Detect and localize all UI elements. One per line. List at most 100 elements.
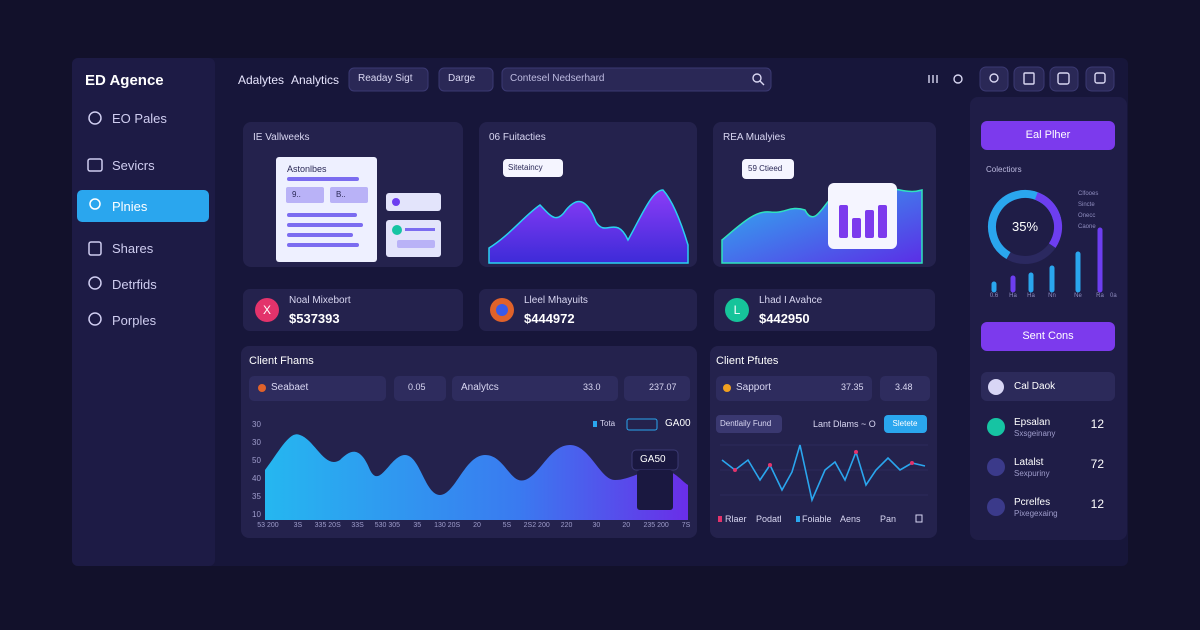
y-axis-label: 50	[252, 456, 261, 465]
dropdown[interactable]: Readay Sigt	[358, 73, 413, 84]
stat-icon-label: X	[262, 303, 272, 317]
donut-legend: Caone	[1078, 224, 1096, 230]
x-axis-label: 53 200	[257, 522, 279, 529]
dropdown[interactable]: Darge	[448, 73, 476, 84]
y-axis-label: 35	[252, 492, 261, 501]
tooltip-bg	[503, 159, 563, 177]
legend-label: Rlaer	[725, 514, 747, 524]
doc-chip-icon	[392, 198, 400, 206]
secondary-button-bg	[981, 322, 1115, 351]
list-title: Pcrelfes	[1014, 497, 1051, 508]
top-tab[interactable]: Analytics	[291, 73, 340, 87]
donut-legend: Clfooes	[1078, 191, 1099, 197]
stat-value: $537393	[289, 311, 340, 326]
x-axis-label: 220	[560, 522, 573, 529]
nav-active	[77, 190, 209, 222]
y-axis-label: 30	[252, 438, 261, 447]
card-title: REA Mualyies	[723, 132, 786, 143]
tab[interactable]: Dentlaily Fund	[720, 419, 772, 428]
button[interactable]: Sent Cons	[1022, 330, 1074, 342]
chart-title: Client Pfutes	[716, 355, 779, 367]
right-panel	[970, 97, 1127, 540]
legend-label: Tota	[600, 419, 616, 428]
filter[interactable]: Seabaet	[271, 382, 309, 393]
x-axis-label: 30	[592, 522, 601, 529]
legend-label: Foiable	[802, 514, 832, 524]
donut-legend: Sincte	[1078, 202, 1095, 208]
topbar-controls	[348, 66, 1115, 92]
tooltip: 59 Ctieed	[748, 164, 783, 173]
call-item-bg	[981, 372, 1115, 401]
legend-box	[626, 418, 658, 431]
button[interactable]: Sletete	[892, 419, 918, 428]
doc-lines	[286, 177, 368, 247]
x-axis-label: 7S	[681, 522, 691, 529]
filter[interactable]: 37.35	[841, 382, 864, 392]
legend-label: Podatl	[756, 514, 782, 524]
list-title: Latalst	[1014, 457, 1044, 468]
card-title: IE Vallweeks	[253, 132, 310, 143]
nav-item[interactable]: Plnies	[112, 199, 148, 214]
bar-label: Ha	[1027, 293, 1035, 299]
nav-item[interactable]: Sevicrs	[112, 158, 155, 173]
filter[interactable]: Sapport	[736, 382, 772, 393]
list-item[interactable]: Cal Daok	[1014, 381, 1056, 392]
stat-label: Noal Mixebort	[289, 295, 351, 306]
button[interactable]: Eal Plher	[1025, 129, 1071, 141]
line-dots	[733, 450, 914, 472]
search-input[interactable]: Contesel Nedserhard	[510, 73, 605, 84]
line-illustration	[721, 444, 926, 503]
bar-label: 0a	[1110, 293, 1117, 299]
list-value: 72	[1090, 457, 1104, 471]
top-tab[interactable]: Adalytes	[238, 73, 285, 87]
x-axis-label: 20	[473, 522, 481, 529]
tooltip: Sitetaincy	[508, 163, 543, 172]
topbar-icons	[752, 72, 1106, 86]
legend-label: GA00	[665, 418, 691, 429]
doc-chip-label: 9..	[292, 190, 301, 199]
list-subtitle: Sxsgeinany	[1014, 429, 1056, 438]
filter[interactable]: Analytcs	[461, 382, 499, 393]
bar-icon	[839, 205, 887, 238]
nav-item[interactable]: Porples	[112, 313, 157, 328]
x-axis-label: 3S	[293, 522, 303, 529]
nav-item[interactable]: Detrfids	[112, 277, 157, 292]
stat-icon-inner	[496, 304, 508, 316]
nav-item[interactable]: EO Pales	[112, 111, 167, 126]
chart-tooltip-body	[637, 470, 673, 510]
x-axis-label: 530 305	[374, 522, 401, 529]
area-illustration	[488, 189, 689, 264]
filter-bgs	[249, 376, 930, 401]
call-icon	[988, 379, 1004, 395]
filter[interactable]: 0.05	[408, 382, 426, 392]
x-axis-label: 130 20S	[434, 522, 461, 529]
x-axis-label: 33S	[351, 522, 364, 529]
stat-label: Lhad I Avahce	[759, 295, 823, 306]
doc-chip-label: B..	[336, 190, 346, 199]
x-axis-label: 2S2 200	[523, 522, 550, 529]
nav-item[interactable]: Shares	[112, 241, 154, 256]
list-icon	[987, 458, 1005, 476]
x-axis-label: 5S	[502, 522, 512, 529]
stat-value: $442950	[759, 311, 810, 326]
list-title: Epsalan	[1014, 417, 1051, 428]
legend-swatch	[593, 421, 597, 427]
section-title: Colectiors	[986, 165, 1022, 174]
filter[interactable]: 3.48	[895, 382, 913, 392]
filter[interactable]: 237.07	[649, 382, 677, 392]
doc-title: Astonlbes	[287, 164, 327, 174]
x-axis-label: 20	[622, 522, 631, 529]
x-axis-label: 235 200	[643, 522, 669, 529]
legend-label: Pan	[880, 514, 897, 524]
list-icon	[987, 498, 1005, 516]
doc-chip-line	[397, 240, 435, 248]
doc-chip-icon	[392, 225, 402, 235]
stat-label: Lleel Mhayuits	[524, 295, 588, 306]
y-axis-label: 30	[252, 420, 261, 429]
bar-label: Nn	[1048, 293, 1056, 299]
tab[interactable]: Lant Dlams ~ O	[813, 419, 876, 429]
nav-icons	[87, 111, 103, 326]
filter[interactable]: 33.0	[583, 382, 601, 392]
mini-bars	[991, 227, 1103, 293]
